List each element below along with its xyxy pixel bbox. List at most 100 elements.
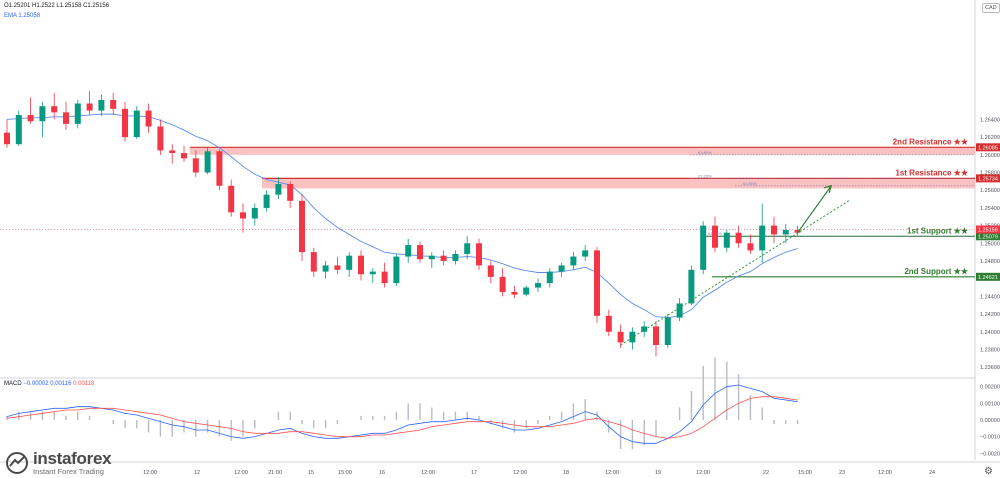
price-tick-label: 1.24000 <box>980 330 1000 336</box>
candle-body <box>617 331 624 343</box>
candle-body <box>334 265 341 270</box>
support-label: 2nd Support ★★ <box>904 267 969 276</box>
time-tick-label: 12 <box>194 470 200 476</box>
brand-tagline: Instant Forex Trading <box>33 467 104 476</box>
time-tick-label: 15:00 <box>798 470 812 476</box>
candle-body <box>263 194 270 208</box>
candle-body <box>794 230 801 233</box>
candle-body <box>216 151 223 186</box>
support-price-tag <box>976 272 1000 281</box>
price-tick-label: 1.26400 <box>980 117 1000 123</box>
candle-body <box>51 106 58 113</box>
time-tick-label: 24 <box>929 470 935 476</box>
candle-body <box>535 283 541 288</box>
time-tick-label: 12:00 <box>421 470 435 476</box>
time-tick-label: 12:00 <box>234 470 248 476</box>
candle-body <box>27 115 34 122</box>
candle-body <box>240 212 246 219</box>
macd-tick-label: 0.00200 <box>980 385 1000 391</box>
currency-badge[interactable]: CAD <box>982 3 1000 13</box>
candle-body <box>641 326 648 332</box>
candle-body <box>452 253 459 261</box>
signal-value: 0.00116 <box>50 381 72 387</box>
time-tick-label: 15:00 <box>338 470 352 476</box>
price-tick-label: 1.24800 <box>980 259 1000 265</box>
time-tick-label: 15 <box>308 470 314 476</box>
price-tick-label: 1.26000 <box>980 153 1000 159</box>
candle-body <box>275 184 282 195</box>
candle-body <box>511 291 518 295</box>
price-tick-label: 1.23800 <box>980 347 1000 353</box>
price-tick-label: 1.23600 <box>980 365 1000 371</box>
price-tick-label: 1.24200 <box>980 312 1000 318</box>
candle-body <box>98 99 105 111</box>
time-tick-label: 18 <box>563 470 569 476</box>
resistance-price-text: 1.25734 <box>978 176 998 182</box>
candle-body <box>582 250 589 257</box>
price-tick-label: 1.25600 <box>980 188 1000 194</box>
candle-body <box>546 271 553 284</box>
candle-body <box>440 255 447 261</box>
candle-body <box>653 326 659 346</box>
candle-body <box>74 103 81 124</box>
resistance-price-tag <box>976 143 1000 152</box>
candle-body <box>629 331 636 343</box>
price-tick-label: 1.25400 <box>980 206 1000 212</box>
candle-body <box>251 207 258 219</box>
support-price-text: 1.25079 <box>978 234 998 240</box>
candle-body <box>346 255 353 270</box>
candle-body <box>169 150 176 154</box>
time-axis[interactable]: 12:00 12 12:00 21:00 15 15:00 16 12:00 17 12:00 18… <box>143 470 935 476</box>
grid <box>0 0 1000 463</box>
candles <box>4 91 801 357</box>
candle-body <box>369 271 376 275</box>
time-tick-label: 23 <box>839 470 845 476</box>
brand-name: instaforex <box>33 449 112 468</box>
candle-body <box>735 232 742 244</box>
macd-tick-label: −0.00100 <box>980 435 1000 441</box>
candle-body <box>86 103 93 111</box>
candle-body <box>192 158 199 173</box>
candle-body <box>299 200 305 253</box>
candle-body <box>358 255 364 275</box>
time-tick-label: 21:00 <box>268 470 282 476</box>
candle-body <box>605 315 612 332</box>
candle-body <box>712 225 718 248</box>
macd-tick-label: −0.00200 <box>980 451 1000 457</box>
signal-line <box>6 396 798 439</box>
candle-body <box>393 256 400 284</box>
price-tick-label: 1.25000 <box>980 241 1000 247</box>
candle-body <box>487 265 494 277</box>
histogram-value: 0.00118 <box>73 381 95 387</box>
resistance-label: 1st Resistance ★★ <box>895 168 968 177</box>
candle-body <box>676 303 683 318</box>
macd-value: −0.00002 <box>23 381 49 387</box>
candle-body <box>228 185 235 213</box>
candle-body <box>4 132 10 145</box>
time-tick-label: 12:00 <box>513 470 527 476</box>
candle-body <box>759 225 766 251</box>
resistance-zone <box>262 178 975 189</box>
price-tick-label: 1.26200 <box>980 135 1000 141</box>
candle-body <box>157 126 164 151</box>
resistance-zone <box>190 147 975 155</box>
time-tick-label: 19 <box>655 470 661 476</box>
candle-body <box>287 184 294 201</box>
candle-body <box>594 250 600 316</box>
support-label: 1st Support ★★ <box>907 226 969 235</box>
candle-body <box>476 243 482 266</box>
candle-body <box>664 317 671 346</box>
price-tick-label: 1.25800 <box>980 171 1000 177</box>
candle-body <box>782 230 789 235</box>
candle-body <box>570 256 577 266</box>
candle-body <box>310 252 317 272</box>
time-tick-label: 12:00 <box>143 470 157 476</box>
support-price-text: 1.24621 <box>978 275 998 281</box>
price-axis[interactable]: 1.26400 1.26200 1.26000 1.25800 1.25600 1.254… <box>976 117 1000 371</box>
gear-icon[interactable]: ⚙ <box>984 466 993 477</box>
resistance-price-text: 1.26085 <box>978 145 998 151</box>
candle-body <box>15 115 22 145</box>
candle-body <box>771 225 777 235</box>
candle-body <box>464 243 471 254</box>
